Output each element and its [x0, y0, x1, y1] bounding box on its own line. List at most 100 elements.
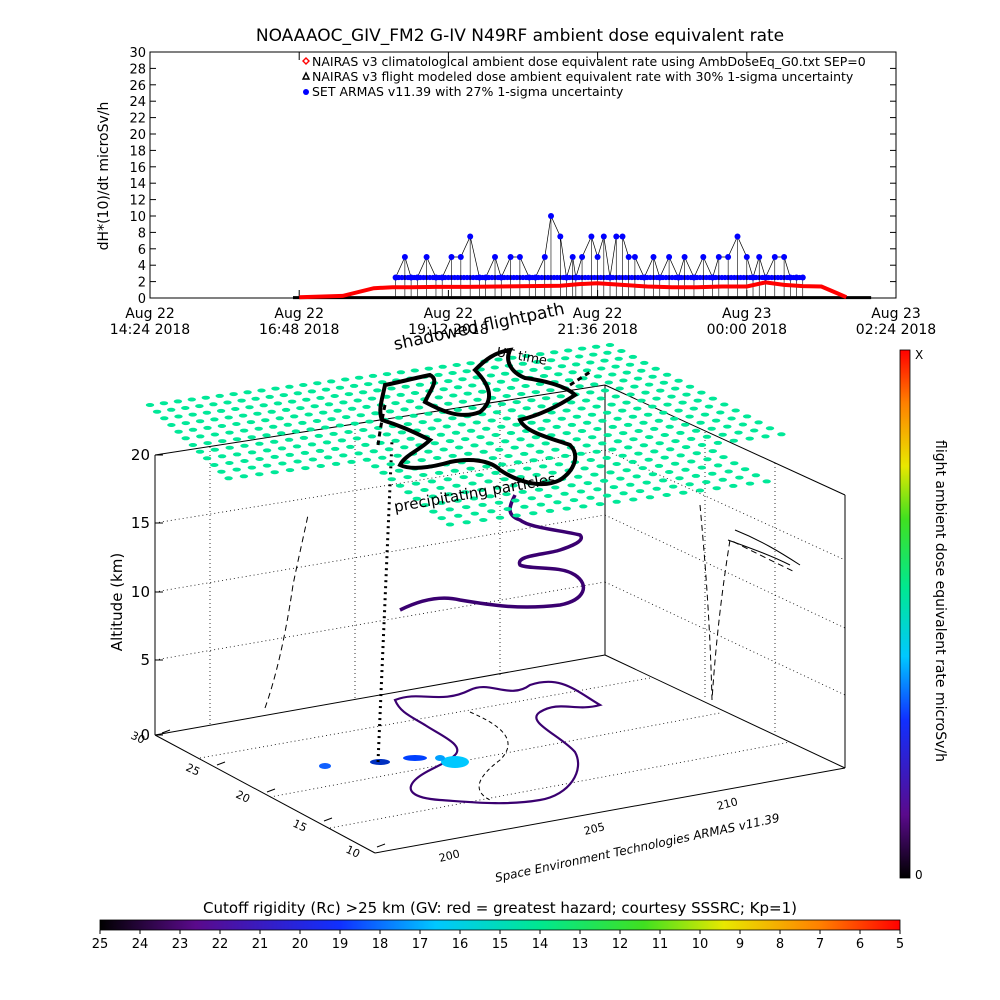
latitude-tick-label: 15 [291, 817, 309, 835]
legend-label-1: NAIRAS v3 climatological ambient dose eq… [312, 54, 866, 69]
surface-cell [745, 436, 754, 441]
flight-track-mid [399, 494, 586, 612]
surface-cell [619, 378, 628, 383]
surface-cell [622, 400, 631, 405]
surface-cell [436, 432, 446, 437]
surface-cell [502, 416, 511, 421]
data-point [448, 254, 455, 260]
surface-cell [662, 372, 672, 377]
data-point [401, 254, 408, 260]
surface-cell [497, 402, 507, 407]
surface-cell [439, 387, 448, 392]
surface-cell [606, 470, 615, 475]
surface-cell [384, 447, 394, 452]
surface-cell [633, 376, 643, 381]
chart-title: NOAAAOC_GIV_FM2 G-IV N49RF ambient dose … [256, 26, 784, 46]
data-point [656, 274, 663, 281]
data-point [457, 254, 464, 260]
surface-cell [613, 416, 622, 421]
surface-cell [762, 479, 771, 484]
surface-cell [685, 384, 695, 389]
surface-cell [350, 421, 359, 426]
surface-cell [486, 373, 496, 378]
surface-cell [561, 453, 570, 458]
data-point [675, 274, 682, 281]
longitude-tick-label: 210 [716, 795, 740, 813]
surface-cell [335, 385, 345, 390]
surface-cell [210, 447, 219, 452]
surface-cell [167, 407, 176, 412]
surface-cell [353, 398, 362, 403]
surface-cell [552, 424, 561, 429]
surface-cell [270, 439, 279, 444]
surface-cell [729, 483, 738, 488]
surface-cell [203, 425, 212, 430]
surface-cell [576, 489, 586, 494]
surface-cell [203, 441, 212, 446]
precipitating-particles-label: precipitating particles [393, 470, 558, 516]
data-point [408, 274, 415, 281]
surface-cell [535, 449, 544, 454]
surface-cell [482, 464, 491, 469]
surface-cell [777, 432, 786, 437]
surface-cell [367, 434, 377, 439]
surface-cell [216, 408, 226, 413]
surface-cell [593, 487, 602, 492]
surface-cell [618, 453, 627, 458]
surface-cell [152, 409, 162, 414]
surface-cell [453, 407, 462, 412]
surface-cell [414, 405, 424, 410]
surface-cell [314, 433, 323, 438]
legend-label-2: NAIRAS v3 flight modeled dose ambient eq… [312, 69, 854, 84]
surface-cell [587, 412, 597, 417]
data-point [392, 274, 399, 281]
y-tick-label: 24 [129, 95, 146, 110]
surface-cell [293, 459, 302, 464]
surface-cell [602, 410, 612, 415]
surface-cell [654, 418, 664, 423]
surface-cell [323, 455, 333, 460]
surface-cell [238, 413, 248, 418]
surface-cell [378, 455, 387, 460]
surface-cell [387, 477, 396, 482]
surface-cell [468, 481, 477, 486]
dose-surface [145, 343, 786, 527]
surface-cell [605, 343, 615, 347]
surface-cell [651, 366, 660, 371]
surface-cell [215, 393, 224, 398]
surface-cell [564, 348, 573, 353]
rc-tick-label: 18 [372, 937, 389, 952]
surface-cell [315, 448, 325, 453]
surface-cell [427, 479, 437, 484]
surface-cell [602, 493, 612, 498]
data-point [781, 254, 788, 260]
surface-cell [453, 498, 462, 503]
surface-cell [411, 481, 421, 486]
surface-cell [410, 368, 419, 373]
surface-cell [479, 518, 488, 522]
cutoff-rigidity-title: Cutoff rigidity (Rc) >25 km (GV: red = g… [203, 899, 797, 917]
surface-cell [327, 379, 336, 384]
surface-cell [622, 468, 631, 473]
surface-cell [367, 396, 377, 401]
surface-cell [720, 402, 729, 407]
surface-cell [502, 394, 511, 398]
surface-cell [496, 379, 506, 384]
rc-tick-label: 6 [856, 937, 864, 952]
surface-cell [331, 446, 340, 451]
surface-cell [637, 368, 646, 373]
rc-tick-label: 23 [172, 937, 189, 952]
surface-cell [316, 464, 325, 468]
surface-cell [560, 491, 569, 496]
surface-cell [173, 399, 183, 404]
rc-tick-label: 5 [896, 937, 904, 952]
surface-cell [462, 505, 471, 510]
y-tick-label: 12 [129, 194, 146, 209]
surface-cell [477, 487, 486, 492]
surface-cell [572, 414, 582, 419]
surface-cell [457, 422, 466, 427]
surface-cell [551, 447, 560, 452]
surface-cell [518, 361, 528, 366]
surface-cell [324, 402, 334, 407]
surface-cell [448, 453, 457, 458]
